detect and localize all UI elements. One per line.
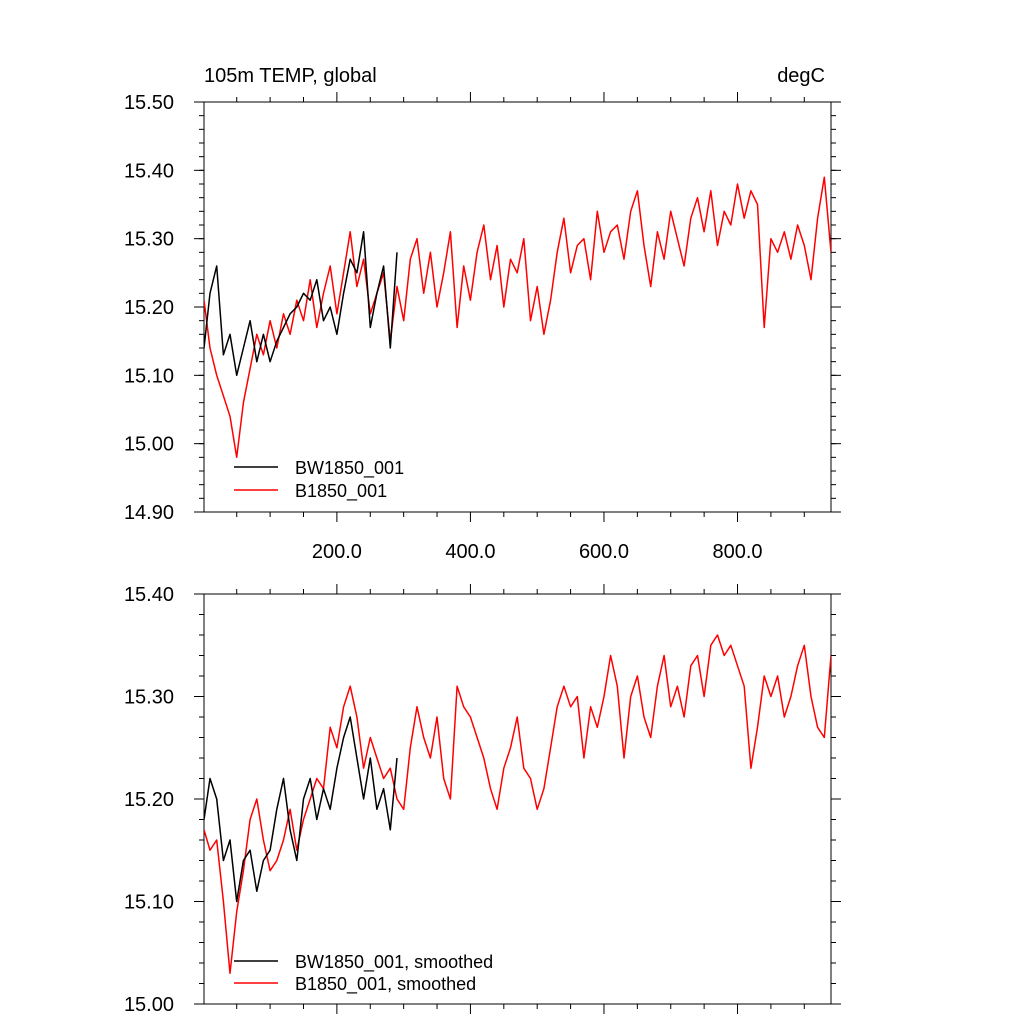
x-tick-label: 800.0 bbox=[712, 541, 762, 563]
y-tick-label: 15.20 bbox=[124, 297, 174, 319]
legend-label: B1850_001, smoothed bbox=[295, 974, 476, 995]
chart-title-left: 105m TEMP, global bbox=[204, 65, 377, 87]
series-line-b1850-001 bbox=[204, 176, 831, 459]
series-line-b1850-001-smoothed bbox=[204, 634, 831, 975]
y-tick-label: 14.90 bbox=[124, 502, 174, 524]
y-tick-label: 15.30 bbox=[124, 687, 174, 709]
y-tick-label: 15.10 bbox=[124, 365, 174, 387]
y-tick-label: 15.00 bbox=[124, 994, 174, 1016]
y-tick-label: 15.10 bbox=[124, 892, 174, 914]
series-line-bw1850-001 bbox=[204, 231, 398, 377]
top-panel: 14.90 15.00 15.10 15.20 15.30 15.40 15.50 200.0… bbox=[124, 65, 841, 563]
x-tick-label: 400.0 bbox=[445, 541, 495, 563]
y-tick-label: 15.40 bbox=[124, 160, 174, 182]
y-tick-label: 15.50 bbox=[124, 92, 174, 114]
y-tick-label: 15.40 bbox=[124, 584, 174, 606]
plot-frame bbox=[203, 593, 832, 1005]
legend-label: BW1850_001 bbox=[295, 458, 404, 479]
plot-frame bbox=[203, 101, 832, 513]
series-line-bw1850-001-smoothed bbox=[204, 716, 398, 903]
x-tick-label: 600.0 bbox=[579, 541, 629, 563]
legend-label: BW1850_001, smoothed bbox=[295, 952, 493, 973]
y-tick-label: 15.30 bbox=[124, 229, 174, 251]
x-tick-label: 200.0 bbox=[312, 541, 362, 563]
y-tick-label: 15.20 bbox=[124, 789, 174, 811]
bottom-panel: 15.00 15.10 15.20 15.30 15.40 BW1850_001, smo… bbox=[124, 584, 841, 1016]
y-tick-label: 15.00 bbox=[124, 434, 174, 456]
legend-label: B1850_001 bbox=[295, 481, 387, 502]
chart-title-right: degC bbox=[777, 65, 825, 87]
